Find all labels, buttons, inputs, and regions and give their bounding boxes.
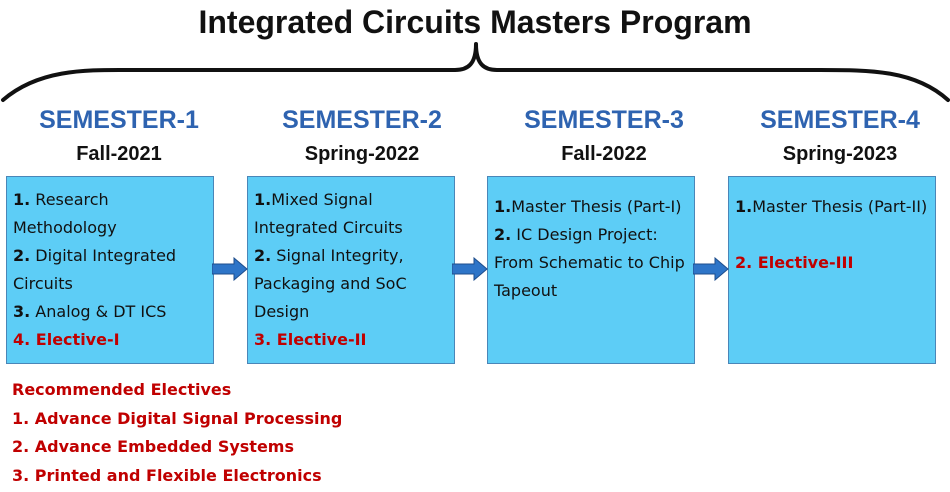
course-number: 1. [254,190,272,209]
course-item: 1.Master Thesis (Part-II) [735,193,929,221]
arrow-right-icon [212,257,248,281]
program-title: Integrated Circuits Masters Program [198,4,752,40]
course-title: Master Thesis (Part-I) [511,197,682,216]
course-title: Elective-II [271,330,367,349]
course-item: 3. Analog & DT ICS [13,298,207,326]
semester-2-heading: SEMESTER-2 [282,106,442,134]
course-title: Mixed Signal Integrated Circuits [254,190,403,237]
course-title: Signal Integrity, Packaging and SoC Desi… [254,246,407,321]
course-item: 2. Signal Integrity, Packaging and SoC D… [254,242,448,326]
semester-1-courses: 1. Research Methodology 2. Digital Integr… [6,176,214,364]
course-item: 2. Elective-III [735,249,929,277]
course-number: 4. [13,330,31,349]
course-item: 2. IC Design Project: From Schematic to … [494,221,688,305]
semester-3-courses: 1.Master Thesis (Part-I) 2. IC Design Pro… [487,176,695,364]
semester-3-term: Fall-2022 [561,143,647,165]
recommended-elective-item: 1. Advance Digital Signal Processing [12,408,343,428]
course-item: 1.Mixed Signal Integrated Circuits [254,186,448,242]
course-title: Research Methodology [13,190,117,237]
grouping-brace [1,42,950,102]
course-number: 2. [735,253,753,272]
course-title: Elective-I [30,330,120,349]
course-title: Digital Integrated Circuits [13,246,177,293]
semester-2-term: Spring-2022 [304,143,420,165]
course-item: 2. Digital Integrated Circuits [13,242,207,298]
course-title: Analog & DT ICS [30,302,167,321]
course-title: Elective-III [752,253,854,272]
course-number: 1. [494,197,512,216]
recommended-elective-item: 2. Advance Embedded Systems [12,437,294,456]
course-item: 3. Elective-II [254,326,448,354]
semester-3-heading: SEMESTER-3 [524,106,684,134]
course-item: 1.Master Thesis (Part-I) [494,193,688,221]
semester-4-courses: 1.Master Thesis (Part-II) 2. Elective-II… [728,176,936,364]
course-number: 2. [13,246,31,265]
course-item: 4. Elective-I [13,326,207,354]
course-number: 1. [13,190,31,209]
course-title: Master Thesis (Part-II) [752,197,928,216]
course-item: 1. Research Methodology [13,186,207,242]
recommended-electives-heading: Recommended Electives [12,380,232,399]
semester-4-heading: SEMESTER-4 [760,106,920,134]
course-number: 3. [13,302,31,321]
course-number: 2. [254,246,272,265]
semester-1-heading: SEMESTER-1 [39,106,199,134]
recommended-elective-item: 3. Printed and Flexible Electronics [12,465,322,485]
course-number: 2. [494,225,512,244]
recommended-electives: Recommended Electives 1. Advance Digital… [12,376,342,490]
semester-1-term: Fall-2021 [76,143,162,165]
semester-2-courses: 1.Mixed Signal Integrated Circuits 2. Sig… [247,176,455,364]
course-number: 1. [735,197,753,216]
course-title: IC Design Project: From Schematic to Chi… [494,225,685,300]
course-number: 3. [254,330,272,349]
semester-4-term: Spring-2023 [782,143,898,165]
course-item [735,221,929,249]
arrow-right-icon [693,257,729,281]
arrow-right-icon [452,257,488,281]
